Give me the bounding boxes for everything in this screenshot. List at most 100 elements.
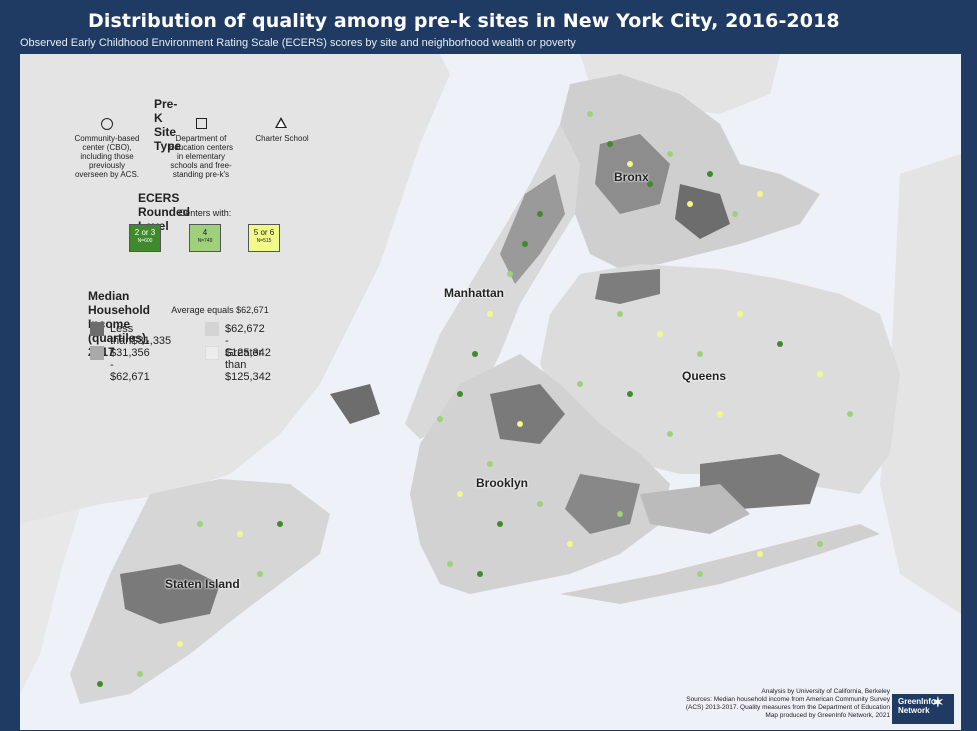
site-dot [777,341,783,347]
ecers-level-2-3-swatch: 2 or 3 N=600 [129,224,161,252]
nassau-land [880,154,961,614]
site-dot [817,371,823,377]
site-dot [197,521,203,527]
income-label-lowest: Less than$31,335 [110,323,172,347]
site-dot [627,161,633,167]
harlem-area [500,174,565,284]
east-brooklyn-area [565,474,640,534]
borough-label-queens: Queens [682,369,727,383]
site-dots [97,111,853,687]
site-dot [687,201,693,207]
site-dot [472,351,478,357]
site-dot [257,571,263,577]
ecers-level-5-6-label: 5 or 6 [253,228,275,237]
brooklyn-low-income-area [490,384,565,444]
site-dot [817,541,823,547]
income-label-second: $31,356 - $62,671 [110,347,150,383]
site-dot [607,141,613,147]
site-dot [757,551,763,557]
site-dot [757,191,763,197]
legend-site-type-heading: Pre-K Site Type [154,97,182,153]
site-dot [697,571,703,577]
site-dot [667,151,673,157]
new-jersey-land [20,54,450,524]
site-dot [647,181,653,187]
staten-island-landfill-area [120,564,220,624]
income-label-highest: Greater than $125,342 [225,347,271,383]
site-dot [137,671,143,677]
site-dot [487,461,493,467]
ecers-level-5-6-swatch: 5 or 6 N=515 [248,224,280,252]
borough-label-bronx: Bronx [614,170,649,184]
logo-line-2: Network [898,706,930,715]
site-dot [437,416,443,422]
bronx-land [560,74,820,269]
greeninfo-map-icon: ✶ [932,694,944,710]
site-dot [577,381,583,387]
map-panel: Bronx Manhattan Queens Brooklyn Staten I… [20,54,961,730]
site-dot [477,571,483,577]
bronx-low-income-area [595,134,670,214]
borough-label-brooklyn: Brooklyn [476,476,529,490]
site-dot [587,111,593,117]
income-swatch-highest [205,346,219,360]
island-1 [330,384,380,424]
site-dot [517,421,523,427]
site-dot [732,211,738,217]
site-dot [97,681,103,687]
borough-label-staten-island: Staten Island [165,577,240,591]
queens-northwest-area [595,269,660,304]
logo-line-1: GreenInfo [898,697,936,706]
map-credits: Analysis by University of California, Be… [670,688,890,720]
site-dot [617,511,623,517]
credit-line-3: (ACS) 2013-2017. Quality measures from t… [685,704,890,711]
site-dot [617,311,623,317]
site-dot [537,501,543,507]
site-dot [507,271,513,277]
brooklyn-land [410,354,670,594]
site-dot [497,521,503,527]
site-dot [717,411,723,417]
site-dot [707,171,713,177]
ecers-level-4-count: N=749 [197,238,213,244]
nyc-map [20,54,961,704]
credit-line-4: Map produced by GreenInfo Network, 2021 [765,712,890,719]
map-title: Distribution of quality among pre-k site… [88,10,840,32]
ecers-level-5-6-count: N=515 [256,238,272,244]
bronx-low-income-area-2 [675,184,730,239]
site-dot [847,411,853,417]
site-dot [537,211,543,217]
site-dot [237,531,243,537]
site-dot [457,491,463,497]
nj-south-land [20,509,80,694]
site-dot [737,311,743,317]
legend-income-subheading: Average equals $62,671 [171,305,269,315]
site-dot [667,431,673,437]
site-dot [657,331,663,337]
income-swatch-lowest [90,322,104,336]
legend-site-type-doe: Department of Education centers in eleme… [168,134,234,179]
credit-line-1: Analysis by University of California, Be… [761,688,890,695]
map-subtitle: Observed Early Childhood Environment Rat… [20,37,576,49]
site-dot [697,351,703,357]
greeninfo-logo: GreenInfo Network ✶ [892,694,954,724]
square-icon [196,118,207,129]
ecers-level-2-3-count: N=600 [137,238,153,244]
site-dot [177,641,183,647]
site-dot [567,541,573,547]
income-swatch-second [90,346,104,360]
queens-land [540,264,900,494]
site-dot [487,311,493,317]
credit-line-2: Sources: Median household income from Am… [686,696,890,703]
income-swatch-third [205,322,219,336]
borough-label-manhattan: Manhattan [444,286,504,300]
site-dot [447,561,453,567]
legend-site-type-cbo: Community-based center (CBO), including … [74,134,140,179]
site-dot [277,521,283,527]
income-label-third: $62,672 - $125,342 [225,323,271,359]
jamaica-bay-islands [640,484,750,534]
legend-ecers-subheading: Centers with: [178,208,232,218]
site-dot [457,391,463,397]
ecers-level-4-label: 4 [202,228,208,237]
